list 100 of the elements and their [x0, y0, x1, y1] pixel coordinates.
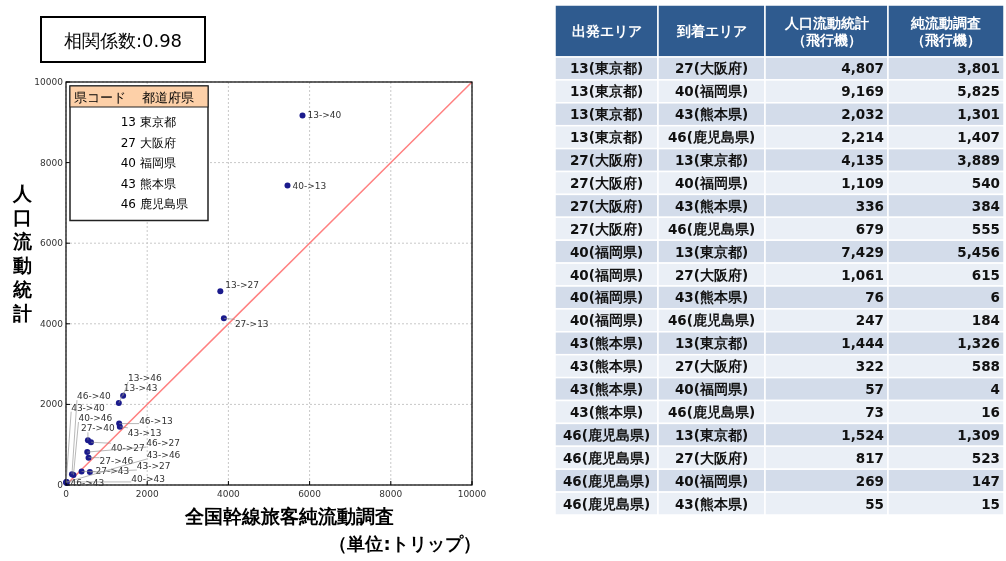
- text: 3,889: [957, 152, 1000, 169]
- text: 46(鹿児島県): [667, 312, 756, 329]
- text: 46(鹿児島県): [562, 426, 651, 443]
- text: 27(大阪府): [674, 266, 749, 283]
- text: 13(東京都): [569, 83, 644, 100]
- text: 1,326: [957, 335, 1000, 352]
- text: 43(熊本県): [674, 106, 749, 123]
- text: 人口流動統計（飛行機）: [783, 14, 869, 48]
- text: 46(鹿児島県): [562, 495, 651, 512]
- text: 純流動調査（飛行機）: [910, 14, 981, 48]
- text: 40(福岡県): [674, 381, 749, 398]
- text: 588: [971, 358, 1000, 375]
- text: 247: [855, 312, 884, 329]
- text: 43(熊本県): [569, 358, 644, 375]
- text: 7,429: [841, 243, 884, 260]
- text: 27(大阪府): [674, 60, 749, 77]
- annotation: 46->40: [76, 391, 111, 402]
- text: 13(東京都): [674, 335, 749, 352]
- text: 555: [971, 220, 1000, 237]
- annotation: 40->13: [292, 180, 327, 191]
- annotation: 27: [120, 135, 136, 150]
- y-tick-label: 6000: [40, 238, 64, 249]
- text: 1,309: [957, 426, 1000, 443]
- text: 出発エリア: [571, 23, 642, 39]
- text: 40(福岡県): [674, 83, 749, 100]
- text: 184: [971, 312, 1000, 329]
- text: 40(福岡県): [569, 312, 644, 329]
- text: 269: [855, 472, 884, 489]
- annotation: 40->43: [131, 473, 165, 484]
- text: 27(大阪府): [569, 174, 644, 191]
- text: 336: [855, 197, 884, 214]
- annotation: 13->27: [225, 280, 260, 291]
- text: 40(福岡県): [674, 472, 749, 489]
- text: 46(鹿児島県): [667, 129, 756, 146]
- y-axis-title: 人口流動統計: [11, 182, 33, 324]
- text: 43(熊本県): [674, 495, 749, 512]
- text: 73: [865, 403, 884, 420]
- annotation: 都道府県: [142, 90, 194, 105]
- annotation: 40: [120, 156, 136, 170]
- text: 16: [981, 403, 1000, 420]
- text: 43(熊本県): [569, 403, 644, 420]
- text: 43(熊本県): [674, 289, 749, 306]
- annotation: 13->46: [128, 372, 163, 383]
- text: 13(東京都): [674, 152, 749, 169]
- text: 到着エリア: [675, 23, 747, 39]
- text: 55: [865, 495, 884, 512]
- text: 1,407: [957, 129, 1000, 146]
- annotation: 鹿児島県: [140, 197, 188, 211]
- text: 13(東京都): [569, 60, 644, 77]
- text: 40(福岡県): [569, 243, 644, 260]
- text: 13(東京都): [674, 426, 749, 443]
- text: 4: [990, 381, 1000, 398]
- text: 27(大阪府): [569, 197, 644, 214]
- text: 3,801: [957, 60, 1000, 77]
- annotation: 43->46: [146, 450, 181, 461]
- annotation: 13->40: [307, 110, 342, 121]
- text: 46(鹿児島県): [562, 449, 651, 466]
- text: 1,061: [841, 266, 884, 283]
- text: 4,807: [841, 60, 884, 77]
- text: 1,301: [957, 106, 1000, 123]
- x-tick-label: 4000: [216, 489, 241, 499]
- y-tick-label: 2000: [40, 399, 64, 410]
- text: 615: [971, 266, 1000, 283]
- text: 817: [855, 449, 884, 466]
- text: 27(大阪府): [569, 152, 644, 169]
- annotation: 27->40: [80, 423, 115, 434]
- annotation: 大阪府: [140, 135, 176, 150]
- text: 43(熊本県): [569, 335, 644, 352]
- text: 540: [971, 174, 1000, 191]
- text: 384: [971, 197, 1000, 214]
- text: 57: [865, 381, 884, 398]
- annotation: 東京都: [140, 115, 176, 129]
- text: 5,456: [957, 243, 1000, 260]
- text: 43(熊本県): [569, 381, 644, 398]
- text: 46(鹿児島県): [667, 220, 756, 237]
- x-tick-label: 2000: [135, 489, 159, 499]
- text: 76: [865, 289, 884, 306]
- text: 147: [971, 472, 1000, 489]
- x-tick-label: 6000: [298, 489, 322, 499]
- y-tick-label: 0: [57, 480, 64, 490]
- text: 2,214: [841, 129, 884, 146]
- text: 46(鹿児島県): [562, 472, 651, 489]
- annotation: 27->43: [95, 466, 130, 477]
- y-tick-label: 4000: [40, 318, 64, 329]
- text: 6: [990, 289, 1000, 306]
- text: 523: [971, 449, 1000, 466]
- text: 4,135: [841, 152, 884, 169]
- text: 13(東京都): [569, 129, 644, 146]
- y-tick-label: 8000: [40, 157, 64, 168]
- annotation: 福岡県: [140, 156, 176, 170]
- annotation: 46->27: [146, 438, 180, 449]
- text: 679: [855, 220, 884, 237]
- text: 27(大阪府): [674, 358, 749, 375]
- annotation: 27->46: [99, 455, 134, 466]
- annotation: 43->13: [127, 427, 162, 438]
- text: 2,032: [841, 106, 884, 123]
- text: 322: [855, 358, 884, 375]
- y-tick-label: 10000: [34, 77, 64, 87]
- annotation: 40->46: [78, 413, 113, 424]
- annotation: 13->43: [123, 383, 158, 394]
